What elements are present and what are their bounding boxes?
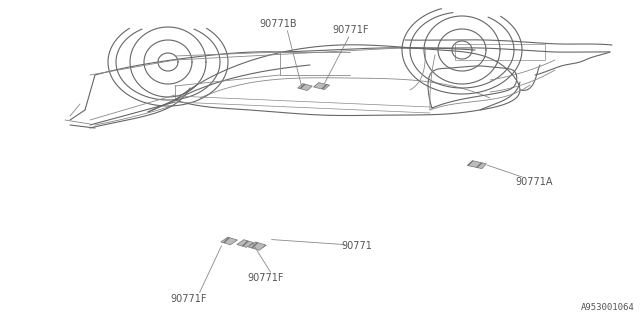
Polygon shape [298, 84, 312, 91]
Polygon shape [314, 83, 330, 90]
Text: 90771F: 90771F [170, 294, 207, 304]
Text: 90771F: 90771F [247, 273, 284, 284]
Polygon shape [248, 242, 266, 250]
Text: A953001064: A953001064 [581, 303, 635, 312]
Polygon shape [237, 240, 253, 247]
Text: 90771F: 90771F [332, 25, 369, 36]
Text: 90771A: 90771A [516, 177, 553, 187]
Text: 90771B: 90771B [260, 19, 297, 29]
Polygon shape [467, 161, 486, 169]
Text: 90771: 90771 [342, 241, 372, 252]
Polygon shape [221, 237, 237, 245]
